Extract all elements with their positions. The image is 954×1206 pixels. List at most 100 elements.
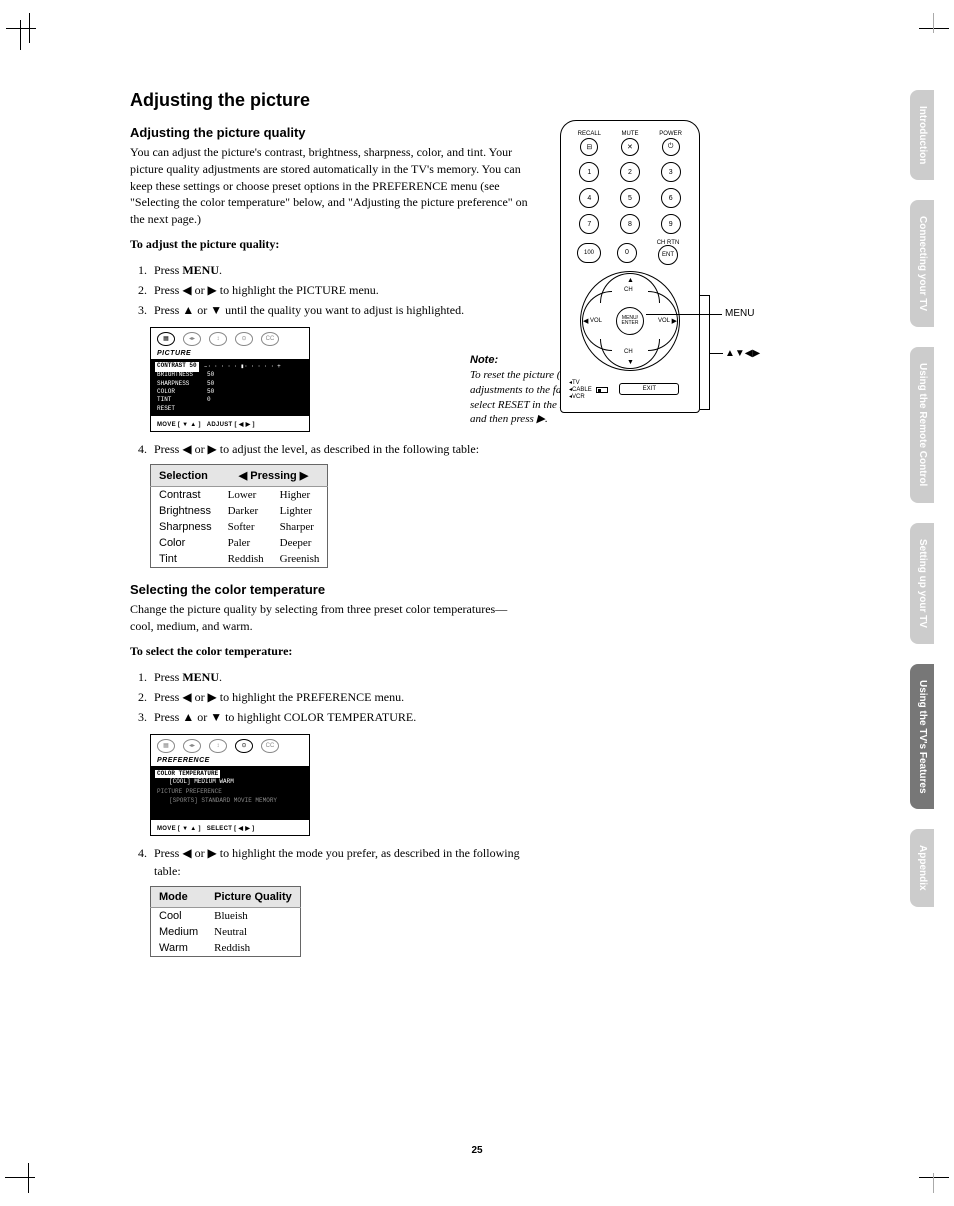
selection-table: Selection◀ Pressing ▶ ContrastLowerHighe…	[150, 464, 328, 568]
num-button: 5	[620, 188, 640, 208]
tab-appendix: Appendix	[910, 829, 934, 907]
dpad-label: VOL	[658, 318, 670, 324]
right-arrow-icon: ▶	[672, 317, 677, 325]
tab-remote: Using the Remote Control	[910, 347, 934, 502]
num-button: 7	[579, 214, 599, 234]
num-button: 0	[617, 243, 637, 263]
osd-preference: ▦ ◂▸ ↕ ⊙ CC PREFERENCE COLOR TEMPERATURE…	[150, 734, 310, 837]
num-button: 4	[579, 188, 599, 208]
exit-button: EXIT	[619, 383, 679, 395]
td: Contrast	[151, 487, 220, 504]
osd-foot: ADJUST [ ◀ ▶ ]	[207, 422, 255, 428]
osd-row-val: 50	[207, 388, 214, 396]
tab-setting-up: Setting up your TV	[910, 523, 934, 644]
th: Selection	[151, 465, 220, 487]
osd-tab-icon: CC	[261, 739, 279, 753]
switch-label: CABLE	[572, 387, 592, 393]
osd-tab-icon: ◂▸	[183, 739, 201, 753]
td: Softer	[220, 519, 272, 535]
num-button: 3	[661, 162, 681, 182]
osd-row-val: 0	[207, 396, 211, 404]
osd-row-val: 50	[207, 371, 214, 379]
step: Press ▲ or ▼ to highlight COLOR TEMPERAT…	[150, 708, 530, 726]
down-arrow-icon: ▼	[627, 358, 634, 366]
osd-row-val: 50	[207, 380, 214, 388]
td: Higher	[272, 487, 328, 504]
osd-tab-icon: ⊙	[235, 739, 253, 753]
tab-introduction: Introduction	[910, 90, 934, 180]
osd-row-label: RESET	[157, 405, 207, 413]
num-button: 6	[661, 188, 681, 208]
osd-tab-icon: ◂▸	[183, 332, 201, 346]
steps-list-cont: Press ◀ or ▶ to highlight the mode you p…	[150, 844, 530, 880]
section-heading: Selecting the color temperature	[130, 582, 530, 597]
btn-label: MUTE	[615, 131, 645, 137]
osd-row-label: COLOR	[157, 388, 207, 396]
osd-foot: MOVE [ ▼ ▲ ]	[157, 826, 201, 832]
td: Greenish	[272, 551, 328, 568]
steps-list: Press MENU. Press ◀ or ▶ to highlight th…	[150, 668, 530, 726]
osd-tab-icon: ⊙	[235, 332, 253, 346]
intro-text: Change the picture quality by selecting …	[130, 601, 530, 635]
osd-row-label: PICTURE PREFERENCE	[157, 788, 303, 796]
osd-row-label: TINT	[157, 396, 207, 404]
th: Picture Quality	[206, 887, 300, 908]
tab-connecting: Connecting your TV	[910, 200, 934, 327]
td: Paler	[220, 535, 272, 551]
btn-label: RECALL	[574, 131, 604, 137]
td: Warm	[151, 940, 207, 957]
section-tabs: Introduction Connecting your TV Using th…	[910, 90, 934, 907]
osd-row-label: SHARPNESS	[157, 380, 207, 388]
steps-list: Press MENU. Press ◀ or ▶ to highlight th…	[150, 261, 530, 319]
num-button: 2	[620, 162, 640, 182]
th: ◀ Pressing ▶	[220, 465, 328, 487]
osd-row-label: COLOR TEMPERATURE	[155, 770, 220, 778]
td: Darker	[220, 503, 272, 519]
source-switch: ◂TV ◂CABLE ◂VCR	[569, 379, 608, 400]
osd-picture: ▦ ◂▸ ↕ ⊙ CC PICTURE CONTRAST 50 –·····▮·…	[150, 327, 310, 432]
td: Lighter	[272, 503, 328, 519]
osd-tab-icon: ▦	[157, 332, 175, 346]
steps-list-cont: Press ◀ or ▶ to adjust the level, as des…	[150, 440, 530, 458]
ent-button: ENT	[658, 245, 678, 265]
td: Brightness	[151, 503, 220, 519]
osd-title: PICTURE	[151, 350, 309, 360]
num-button: 1	[579, 162, 599, 182]
td: Lower	[220, 487, 272, 504]
osd-tab-icon: ▦	[157, 739, 175, 753]
td: Blueish	[206, 908, 300, 925]
dpad: MENU/ENTER CH CH VOL VOL ▲ ▼ ◀ ▶	[580, 271, 680, 371]
td: Color	[151, 535, 220, 551]
osd-row-opts: [SPORTS] STANDARD MOVIE MEMORY	[157, 797, 303, 805]
mode-table: ModePicture Quality CoolBlueish MediumNe…	[150, 886, 301, 957]
step: Press ◀ or ▶ to highlight the PICTURE me…	[150, 281, 530, 299]
td: Reddish	[220, 551, 272, 568]
osd-row-label: BRIGHTNESS	[157, 371, 207, 379]
step: Press MENU.	[150, 668, 530, 686]
td: Reddish	[206, 940, 300, 957]
dpad-label: CH	[624, 349, 633, 355]
hundred-button: 100	[577, 243, 601, 263]
callout-menu: MENU	[725, 308, 754, 319]
step: Press ◀ or ▶ to adjust the level, as des…	[150, 440, 530, 458]
num-button: 8	[620, 214, 640, 234]
step: Press ◀ or ▶ to highlight the mode you p…	[150, 844, 530, 880]
td: Sharper	[272, 519, 328, 535]
up-arrow-icon: ▲	[627, 276, 634, 284]
power-button-icon: ⏻	[662, 138, 680, 156]
osd-tab-icon: ↕	[209, 739, 227, 753]
osd-row-val: 50	[189, 362, 196, 369]
page-number: 25	[0, 1145, 954, 1156]
td: Neutral	[206, 924, 300, 940]
osd-foot: SELECT [ ◀ ▶ ]	[207, 826, 255, 832]
page-title: Adjusting the picture	[130, 90, 530, 111]
switch-label: VCR	[572, 394, 585, 400]
td: Tint	[151, 551, 220, 568]
num-button: 9	[661, 214, 681, 234]
recall-button-icon: ⊟	[580, 138, 598, 156]
step: Press MENU.	[150, 261, 530, 279]
remote-diagram: RECALL⊟ MUTE✕ POWER⏻ 123 456 789 100 0 C…	[560, 120, 700, 413]
osd-tab-icon: CC	[261, 332, 279, 346]
step: Press ▲ or ▼ until the quality you want …	[150, 301, 530, 319]
osd-row-label: CONTRAST	[157, 362, 186, 369]
